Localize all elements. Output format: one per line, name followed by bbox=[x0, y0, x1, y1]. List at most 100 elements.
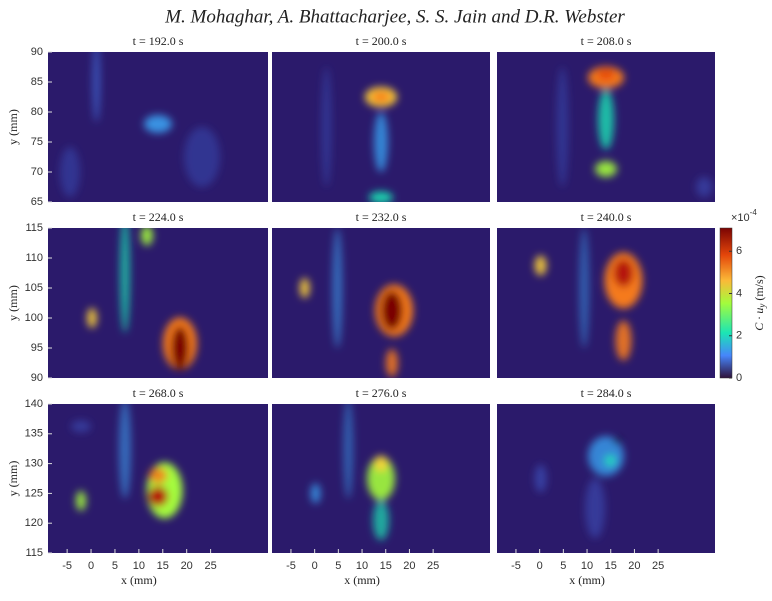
panel-title: t = 192.0 s bbox=[133, 34, 184, 48]
x-tick-label: 5 bbox=[560, 560, 566, 572]
x-tick-label: 5 bbox=[112, 560, 118, 572]
field-blob bbox=[385, 349, 398, 377]
y-tick-label: 105 bbox=[25, 282, 43, 294]
y-tick-label: 95 bbox=[31, 342, 43, 354]
field-features bbox=[71, 404, 183, 519]
y-tick-label: 85 bbox=[31, 76, 43, 88]
field-blob bbox=[374, 112, 388, 172]
y-tick-label: 115 bbox=[25, 222, 43, 234]
field-blob bbox=[299, 278, 310, 298]
field-blob bbox=[534, 255, 547, 276]
field-blob bbox=[534, 464, 547, 493]
panel-title: t = 240.0 s bbox=[581, 210, 632, 224]
field-features bbox=[87, 228, 197, 370]
field-blob bbox=[120, 228, 130, 333]
y-tick-label: 80 bbox=[31, 106, 43, 118]
y-tick-label: 140 bbox=[25, 398, 43, 410]
exponent-power: -4 bbox=[750, 208, 758, 217]
x-tick-label: -5 bbox=[511, 560, 521, 572]
y-tick-label: 130 bbox=[25, 458, 43, 470]
x-tick-label: 15 bbox=[605, 560, 617, 572]
colorbar-tick-label: 2 bbox=[736, 330, 742, 342]
colorbar-label: C · uy (m/s) bbox=[752, 275, 767, 330]
y-tick-label: 120 bbox=[25, 517, 43, 529]
x-tick-label: 0 bbox=[312, 560, 318, 572]
field-blob bbox=[373, 500, 389, 541]
field-blob bbox=[598, 89, 614, 150]
field-features bbox=[310, 404, 395, 541]
field-blob bbox=[332, 228, 343, 348]
x-axis-label: x (mm) bbox=[344, 573, 380, 587]
field-image bbox=[497, 404, 715, 553]
x-axis-label: x (mm) bbox=[569, 573, 605, 587]
field-blob bbox=[310, 483, 321, 504]
x-tick-label: 25 bbox=[652, 560, 664, 572]
x-tick-label: -5 bbox=[62, 560, 72, 572]
field-blob bbox=[556, 67, 569, 187]
x-tick-label: 20 bbox=[403, 560, 415, 572]
field-blob bbox=[371, 91, 391, 103]
field-blob bbox=[615, 320, 632, 361]
label-sub: y bbox=[757, 304, 767, 309]
field-blob bbox=[92, 52, 101, 122]
x-tick-label: 10 bbox=[133, 560, 145, 572]
field-blob bbox=[696, 177, 713, 197]
x-tick-label: 5 bbox=[335, 560, 341, 572]
colorbar bbox=[719, 227, 733, 379]
colorbar-tick-label: 0 bbox=[736, 372, 742, 384]
field-blob bbox=[87, 308, 97, 328]
field-blob bbox=[343, 404, 354, 499]
field-blob bbox=[148, 486, 168, 507]
panel-title: t = 232.0 s bbox=[356, 210, 407, 224]
panel-title: t = 284.0 s bbox=[581, 386, 632, 400]
colorbar-tick-label: 6 bbox=[736, 245, 742, 257]
field-features bbox=[299, 228, 414, 377]
x-tick-label: 20 bbox=[181, 560, 193, 572]
figure-title: M. Mohaghar, A. Bhattacharjee, S. S. Jai… bbox=[164, 6, 625, 27]
y-tick-label: 100 bbox=[25, 312, 43, 324]
field-blob bbox=[367, 456, 395, 501]
field-blob bbox=[612, 438, 621, 445]
field-blob bbox=[184, 127, 220, 187]
x-tick-label: 10 bbox=[356, 560, 368, 572]
field-blob bbox=[76, 490, 86, 511]
field-blob bbox=[71, 420, 91, 433]
field-blob bbox=[119, 404, 131, 499]
y-tick-label: 125 bbox=[25, 487, 43, 499]
y-tick-label: 110 bbox=[25, 252, 43, 264]
field-image bbox=[48, 228, 268, 378]
field-blob bbox=[321, 67, 332, 187]
y-axis-label: y (mm) bbox=[6, 285, 20, 321]
label-unit: (m/s) bbox=[752, 275, 766, 300]
colorbar-tick-label: 4 bbox=[736, 287, 742, 299]
field-features bbox=[321, 67, 397, 202]
field-blob bbox=[144, 115, 172, 133]
panel-title: t = 224.0 s bbox=[133, 210, 184, 224]
field-blob bbox=[60, 147, 80, 197]
field-blob bbox=[579, 228, 590, 348]
y-tick-label: 75 bbox=[31, 136, 43, 148]
x-tick-label: 0 bbox=[88, 560, 94, 572]
field-features bbox=[60, 52, 220, 197]
panel-title: t = 268.0 s bbox=[133, 386, 184, 400]
field-blob bbox=[374, 455, 388, 472]
field-blob bbox=[588, 436, 624, 477]
x-tick-label: 15 bbox=[380, 560, 392, 572]
x-tick-label: 25 bbox=[204, 560, 216, 572]
colorbar-exponent: ×10-4 bbox=[731, 208, 757, 224]
field-blob bbox=[595, 161, 617, 177]
y-tick-label: 70 bbox=[31, 166, 43, 178]
exponent-base: ×10 bbox=[731, 212, 750, 224]
y-axis-label: y (mm) bbox=[6, 109, 20, 145]
panel-title: t = 208.0 s bbox=[581, 34, 632, 48]
field-blob bbox=[604, 454, 617, 467]
x-tick-label: 25 bbox=[427, 560, 439, 572]
x-tick-label: 20 bbox=[628, 560, 640, 572]
field-blob bbox=[171, 326, 189, 370]
x-tick-label: 10 bbox=[581, 560, 593, 572]
field-features bbox=[534, 228, 643, 361]
x-tick-label: 15 bbox=[157, 560, 169, 572]
y-tick-label: 65 bbox=[31, 196, 43, 208]
field-blob bbox=[141, 228, 153, 246]
